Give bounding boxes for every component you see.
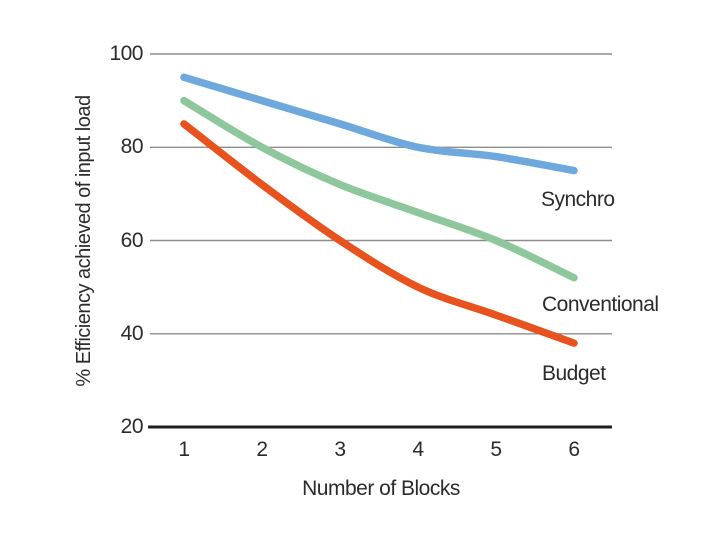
x-tick-label-2: 2	[256, 438, 268, 461]
y-tick-label-80: 80	[120, 135, 144, 159]
x-tick-label-6: 6	[568, 438, 580, 461]
series-line-synchro	[180, 73, 578, 175]
series-label-budget: Budget	[542, 362, 606, 385]
x-axis-title: Number of Blocks	[302, 477, 460, 500]
series-line-budget	[180, 120, 578, 347]
y-axis-title: % Efficiency achieved of input load	[73, 95, 95, 387]
series-lines	[180, 73, 578, 347]
series-line-conventional	[180, 96, 578, 282]
y-tick-label-40: 40	[120, 321, 144, 345]
series-label-conventional: Conventional	[542, 293, 659, 316]
y-tick-label-100: 100	[109, 42, 143, 65]
y-tick-label-60: 60	[120, 228, 144, 252]
gridlines	[148, 53, 612, 429]
x-tick-label-3: 3	[334, 438, 346, 461]
x-tick-label-4: 4	[412, 438, 424, 461]
series-label-synchro: Synchro	[541, 188, 615, 211]
x-tick-label-1: 1	[178, 438, 190, 461]
y-tick-label-20: 20	[120, 415, 144, 438]
x-tick-label-5: 5	[490, 438, 502, 461]
